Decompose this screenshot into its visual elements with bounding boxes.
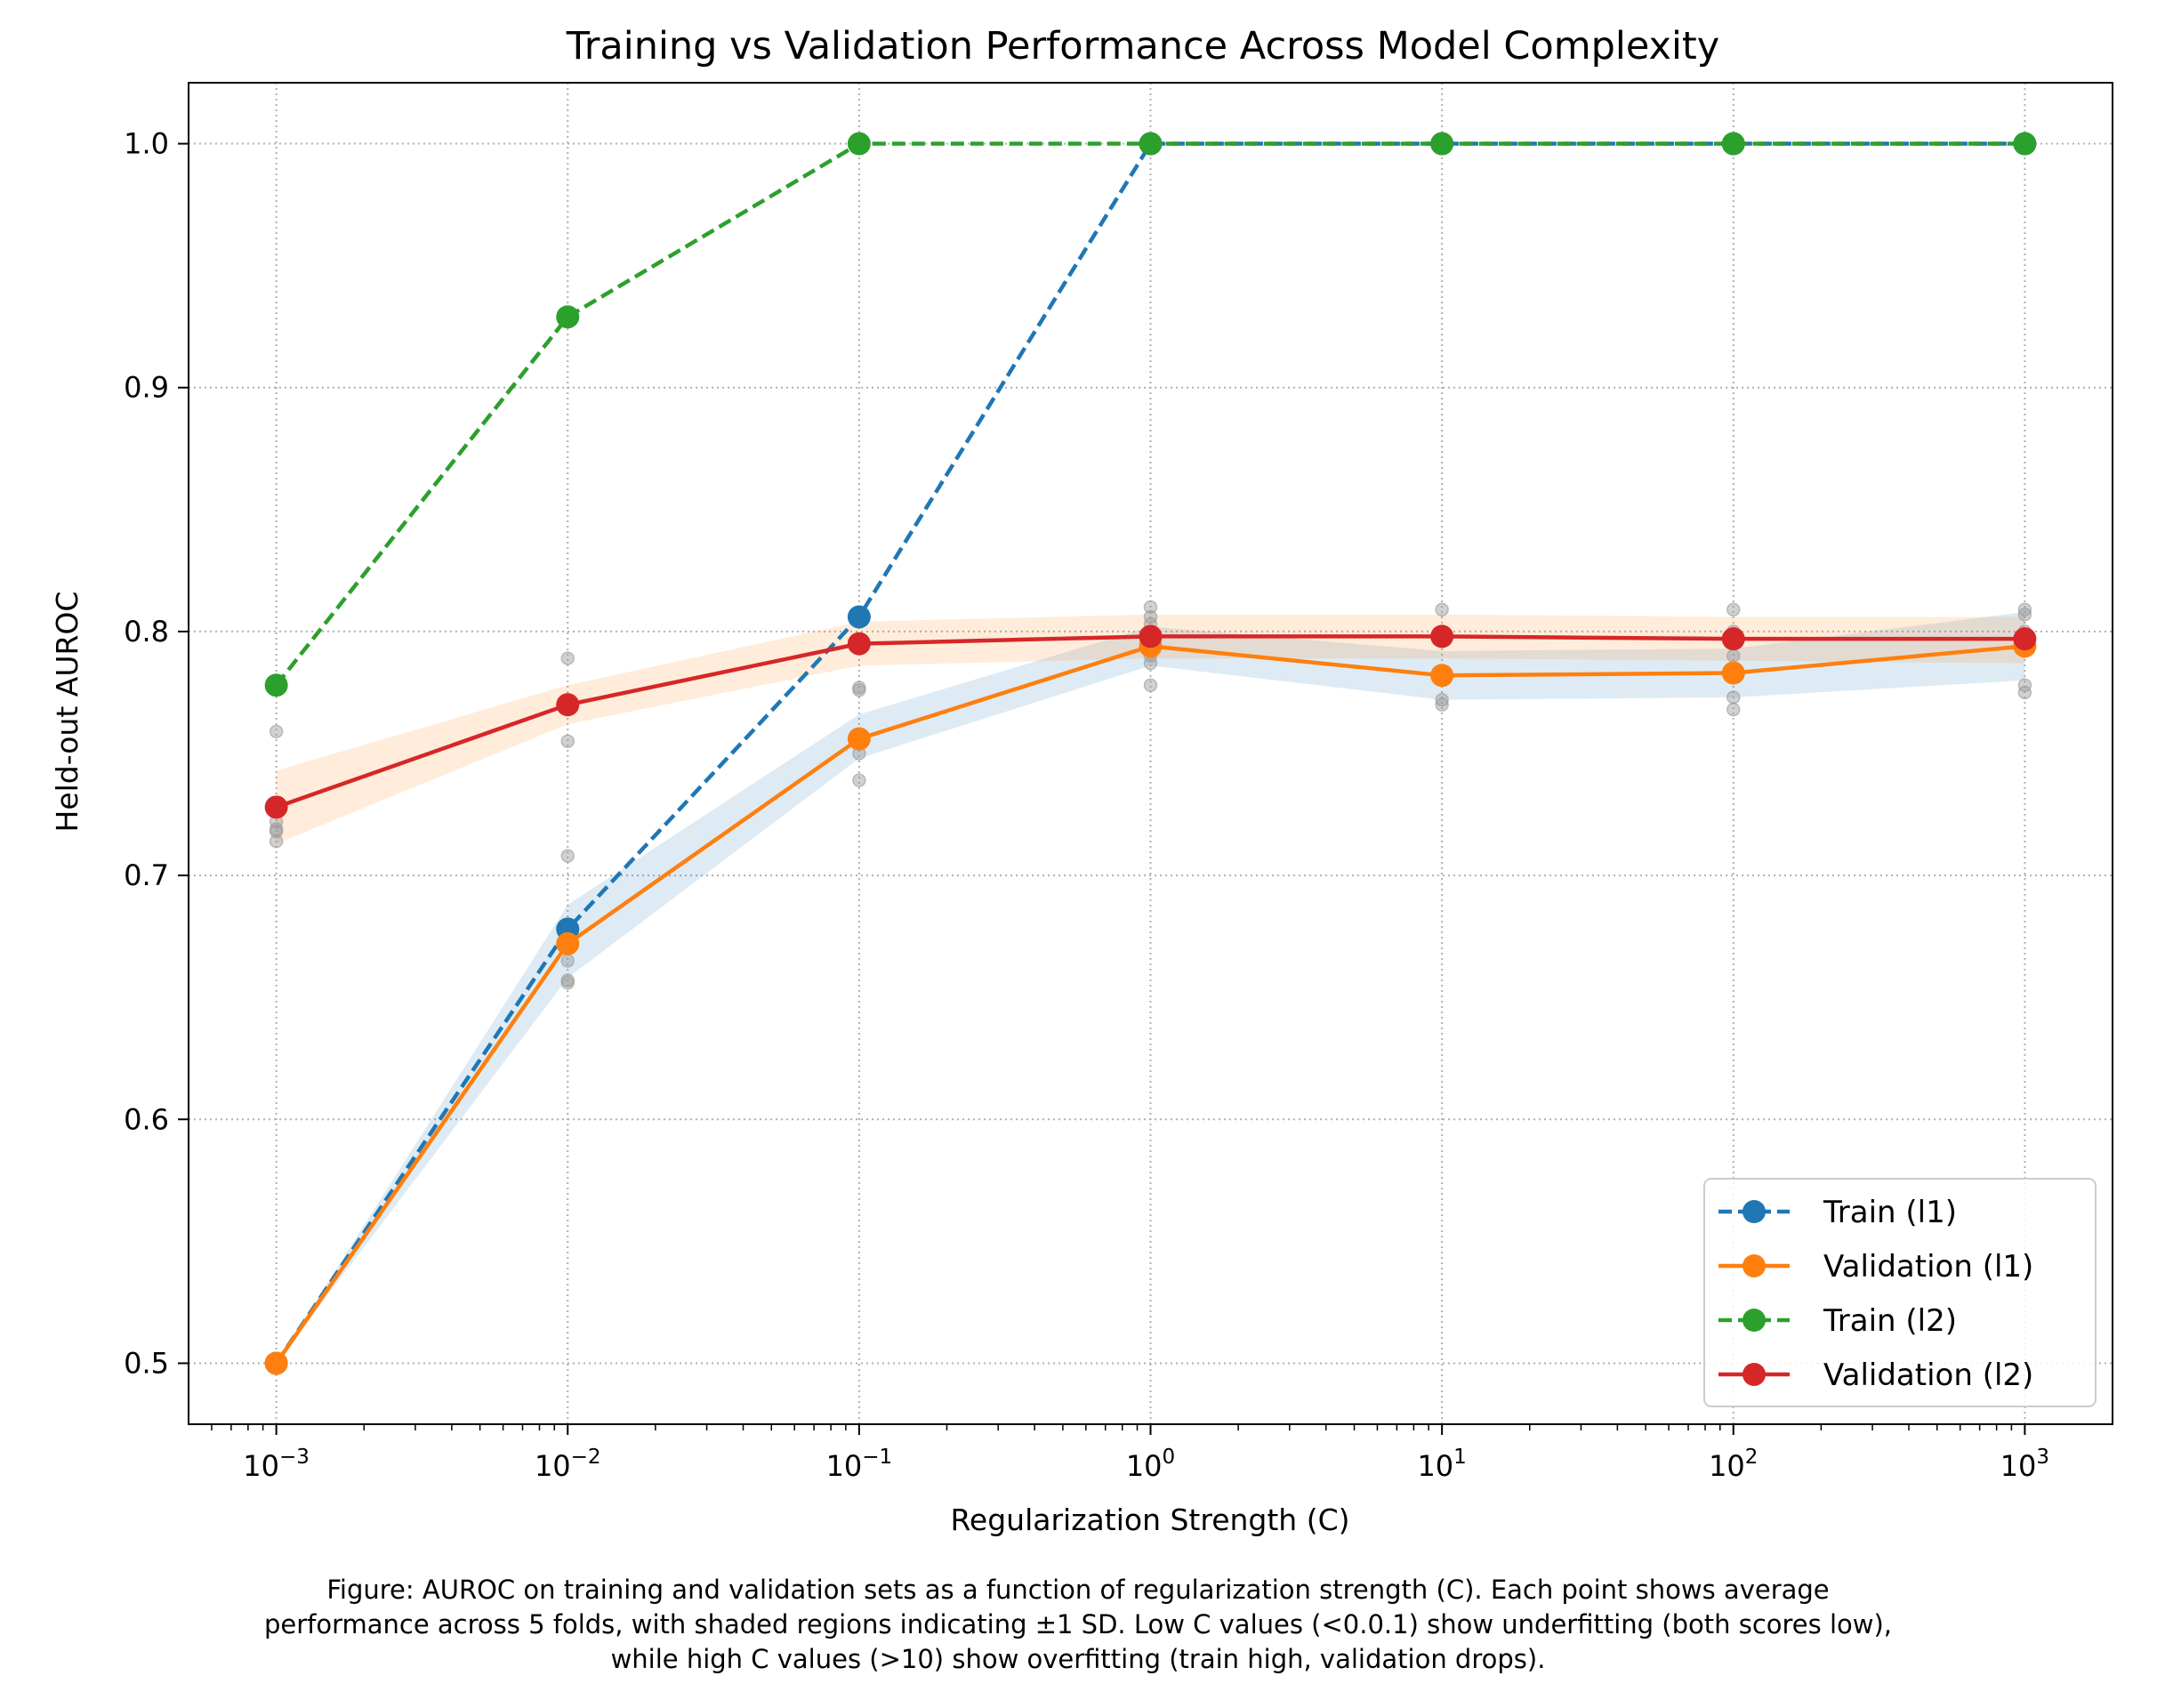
legend-label: Validation (l1) — [1823, 1249, 2033, 1285]
x-tick-exponent: −2 — [571, 1446, 601, 1469]
y-axis-label: Held-out AUROC — [50, 592, 85, 833]
caption-line-2: performance across 5 folds, with shaded … — [264, 1609, 1892, 1640]
legend-label: Validation (l2) — [1823, 1358, 2033, 1393]
fold-point — [1726, 702, 1741, 717]
chart-title: Training vs Validation Performance Acros… — [566, 24, 1719, 68]
series-point — [556, 693, 580, 717]
fold-point — [2017, 602, 2032, 616]
series-point — [264, 1351, 288, 1375]
fold-point — [1726, 649, 1741, 664]
x-tick-exponent: 0 — [1163, 1446, 1176, 1469]
caption-line-1: Figure: AUROC on training and validation… — [326, 1575, 1829, 1605]
figure-caption: Figure: AUROC on training and validation… — [264, 1575, 1892, 1674]
series-point — [264, 795, 288, 819]
x-tick-base: 10 — [1126, 1449, 1163, 1483]
axis-ticks — [178, 142, 2026, 1435]
series-point — [556, 305, 580, 329]
series-point — [556, 931, 580, 955]
series-lines — [264, 132, 2037, 1375]
fold-point — [2017, 607, 2032, 622]
series-point — [264, 673, 288, 697]
caption-line-3: while high C values (>10) show overfitti… — [611, 1644, 1546, 1674]
fold-point — [1143, 600, 1158, 615]
legend-marker — [1743, 1200, 1766, 1223]
series-point — [1430, 132, 1454, 156]
fold-point — [1726, 690, 1741, 705]
fold-point — [1435, 692, 1449, 707]
series-point — [1721, 132, 1745, 156]
sd-band — [276, 611, 2025, 1364]
y-tick-label: 0.8 — [124, 615, 169, 649]
series-point — [1430, 624, 1454, 649]
fold-point — [560, 651, 575, 665]
fold-point — [1726, 602, 1741, 616]
fold-point — [1143, 656, 1158, 671]
fold-point — [1143, 609, 1158, 624]
x-tick-label: 103 — [2000, 1446, 2049, 1483]
series-point — [847, 727, 871, 751]
series-point — [2013, 627, 2037, 651]
series-point — [847, 605, 871, 629]
x-tick-label: 10−2 — [535, 1446, 601, 1483]
y-tick-label: 0.9 — [124, 371, 169, 405]
fold-point — [269, 834, 284, 849]
legend: Train (l1) Validation (l1) Train (l2) Valid… — [1703, 1178, 2097, 1407]
legend-label: Train (l1) — [1823, 1195, 1957, 1230]
series-point — [1139, 132, 1163, 156]
x-tick-exponent: 1 — [1453, 1446, 1467, 1469]
series-point — [847, 132, 871, 156]
fold-point — [852, 773, 866, 787]
series-point — [1721, 661, 1745, 685]
fold-point — [1435, 697, 1449, 712]
legend-marker — [1743, 1309, 1766, 1332]
fold-point — [560, 849, 575, 863]
x-tick-exponent: 3 — [2036, 1446, 2049, 1469]
y-tick-labels: 0.5 0.6 0.7 0.8 0.9 1.0 — [124, 127, 169, 1381]
x-tick-base: 10 — [1709, 1449, 1745, 1483]
fold-point — [560, 975, 575, 990]
sd-bands — [276, 611, 2025, 1364]
x-tick-label: 10−1 — [826, 1446, 893, 1483]
x-tick-label: 101 — [1417, 1446, 1466, 1483]
fold-point — [2017, 685, 2032, 700]
series-point — [2013, 132, 2037, 156]
x-tick-base: 10 — [243, 1449, 279, 1483]
series-point — [1721, 627, 1745, 651]
legend-label: Train (l2) — [1823, 1303, 1957, 1339]
x-tick-label: 100 — [1126, 1446, 1175, 1483]
fold-point — [852, 682, 866, 697]
sd-band — [276, 614, 2025, 844]
fold-point — [1143, 678, 1158, 692]
fold-point — [269, 724, 284, 739]
fold-point — [2017, 678, 2032, 692]
x-tick-base: 10 — [826, 1449, 863, 1483]
y-tick-label: 0.6 — [124, 1102, 169, 1136]
y-tick-label: 1.0 — [124, 127, 169, 161]
x-tick-labels: 10−3 10−2 10−1 100 101 102 103 — [243, 1446, 2049, 1483]
fold-point — [560, 734, 575, 749]
x-tick-exponent: −1 — [862, 1446, 892, 1469]
x-tick-base: 10 — [1417, 1449, 1453, 1483]
fold-point — [1435, 602, 1449, 616]
x-tick-exponent: 2 — [1745, 1446, 1759, 1469]
x-tick-label: 10−3 — [243, 1446, 310, 1483]
series-point — [1430, 664, 1454, 688]
x-tick-label: 102 — [1709, 1446, 1758, 1483]
y-tick-label: 0.7 — [124, 858, 169, 892]
x-tick-exponent: −3 — [279, 1446, 310, 1469]
fold-point — [560, 954, 575, 968]
legend-marker — [1743, 1363, 1766, 1386]
legend-marker — [1743, 1254, 1766, 1277]
legend-box — [1703, 1178, 2097, 1407]
series-point — [1139, 624, 1163, 649]
x-tick-base: 10 — [535, 1449, 571, 1483]
y-tick-label: 0.5 — [124, 1346, 169, 1380]
x-tick-base: 10 — [2000, 1449, 2037, 1483]
fold-point — [269, 824, 284, 839]
series-point — [847, 632, 871, 656]
x-axis-label: Regularization Strength (C) — [950, 1503, 1349, 1537]
